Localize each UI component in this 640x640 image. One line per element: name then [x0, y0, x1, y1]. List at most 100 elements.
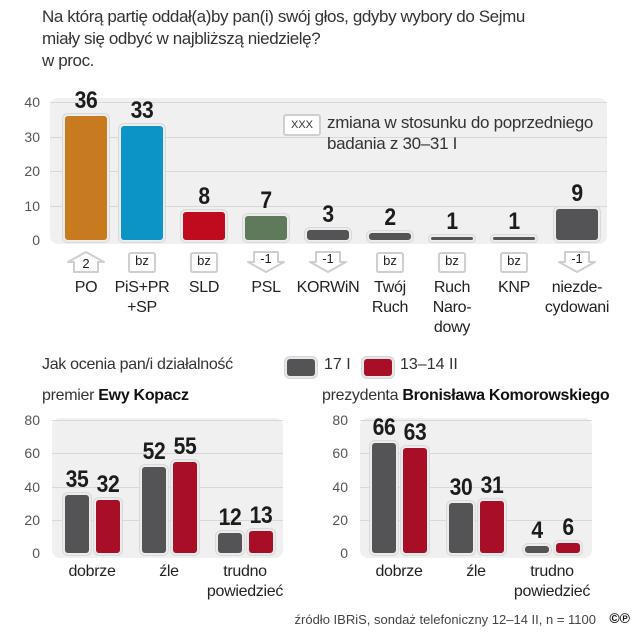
y-tick-label: 60 [24, 445, 40, 462]
category-label: KORWiN [296, 279, 360, 296]
gridline [360, 486, 592, 488]
value-label: 36 [74, 86, 98, 114]
change-label: bz [135, 253, 149, 268]
change-indicator: -1 [244, 250, 288, 274]
value-label: 1 [446, 207, 458, 235]
right-subchart-title: prezydenta Bronisława Komorowskiego [322, 387, 610, 405]
gridline [50, 136, 607, 138]
value-label: 13 [249, 502, 272, 530]
gridline [360, 453, 592, 455]
bar [402, 448, 427, 553]
y-tick-label: 20 [24, 511, 40, 528]
title-unit: w proc. [42, 51, 94, 70]
change-indicator: 2 [64, 250, 108, 274]
no-change-box-icon [190, 252, 218, 273]
gridline [360, 519, 592, 521]
value-label: 52 [142, 437, 165, 465]
y-tick-label: 20 [332, 511, 348, 528]
copyright-icon: ©℗ [609, 610, 630, 626]
source-note: źródło IBRiS, sondaż telefoniczny 12–14 … [294, 612, 596, 627]
category-label: niezde- cydowani [544, 279, 610, 316]
change-label: bz [445, 253, 459, 268]
change-indicator: bz [368, 250, 412, 274]
category-label: dobrze [68, 563, 116, 580]
bar [479, 501, 504, 553]
value-label: 31 [480, 472, 503, 500]
bar [217, 533, 242, 553]
no-change-box-icon [500, 252, 528, 273]
y-tick-label: 40 [332, 478, 348, 495]
change-label: -1 [571, 251, 583, 266]
y-tick-label: 80 [332, 412, 348, 428]
value-label: 63 [403, 419, 426, 447]
value-label: 55 [173, 432, 196, 460]
change-indicator: bz [430, 250, 474, 274]
category-label: Twój Ruch [371, 279, 409, 316]
legend-label-17-I: 17 I [324, 356, 351, 373]
y-tick-label: 80 [24, 412, 40, 428]
bar [172, 461, 197, 553]
bar [141, 466, 166, 553]
value-label: 30 [449, 474, 472, 502]
value-label: 33 [130, 97, 154, 125]
assessment-question: Jak ocenia pan/i działalność [42, 356, 233, 373]
legend-swatch-17-I [287, 359, 315, 376]
gridline [52, 420, 283, 421]
value-label: 4 [530, 517, 543, 545]
change-label: bz [383, 253, 397, 268]
value-label: 66 [372, 414, 395, 442]
arrow-up-icon [67, 251, 105, 273]
category-label: KNP [498, 279, 530, 296]
change-indicator: bz [182, 250, 226, 274]
value-label: 1 [508, 207, 520, 235]
bar [245, 215, 287, 240]
y-tick-label: 30 [24, 128, 40, 145]
value-label: 8 [198, 183, 210, 211]
gridline [50, 102, 607, 103]
change-label: bz [507, 253, 521, 268]
value-label: 9 [571, 179, 583, 207]
gridline [52, 519, 283, 521]
gridline [52, 453, 283, 455]
category-label: Ruch Naro- dowy [432, 279, 472, 336]
no-change-box-icon [376, 252, 404, 273]
bar [556, 208, 598, 240]
change-indicator: bz [492, 250, 536, 274]
left-subchart-title-name: Ewy Kopacz [98, 387, 189, 404]
bar [369, 233, 411, 240]
title-line-1: Na którą partię oddał(a)by pan(i) swój g… [42, 7, 525, 26]
arrow-down-icon [309, 251, 347, 273]
change-label: 2 [82, 256, 90, 271]
bar [493, 236, 535, 240]
category-label: trudno powiedzieć [513, 563, 591, 600]
bar [65, 115, 107, 240]
gridline [50, 171, 607, 172]
y-tick-label: 0 [32, 545, 40, 561]
no-change-box-icon [128, 252, 156, 273]
change-legend-text: zmiana w stosunku do poprzedniego badani… [327, 113, 594, 153]
gridline [50, 205, 607, 207]
left-subchart-title-prefix: premier [42, 387, 95, 404]
bar [448, 503, 473, 553]
value-label: 35 [65, 465, 88, 493]
no-change-box-icon [438, 252, 466, 273]
change-label: -1 [260, 251, 272, 266]
category-label: dobrze [375, 563, 423, 580]
category-label: PSL [251, 279, 281, 296]
bar [431, 236, 473, 240]
category-label: PiS+PR +SP [114, 279, 170, 316]
change-indicator: bz [120, 250, 164, 274]
change-label: -1 [322, 251, 334, 266]
category-label: źle [466, 563, 486, 580]
bar [95, 499, 120, 553]
gridline [360, 420, 592, 421]
y-tick-label: 60 [332, 445, 348, 462]
arrow-down-icon [247, 251, 285, 273]
gridline [52, 486, 283, 488]
bar [307, 229, 349, 240]
change-indicator: -1 [306, 250, 350, 274]
value-label: 32 [96, 470, 119, 498]
change-indicator: -1 [555, 250, 599, 274]
value-label: 3 [322, 200, 334, 228]
chart-title: Na którą partię oddał(a)by pan(i) swój g… [42, 6, 622, 72]
